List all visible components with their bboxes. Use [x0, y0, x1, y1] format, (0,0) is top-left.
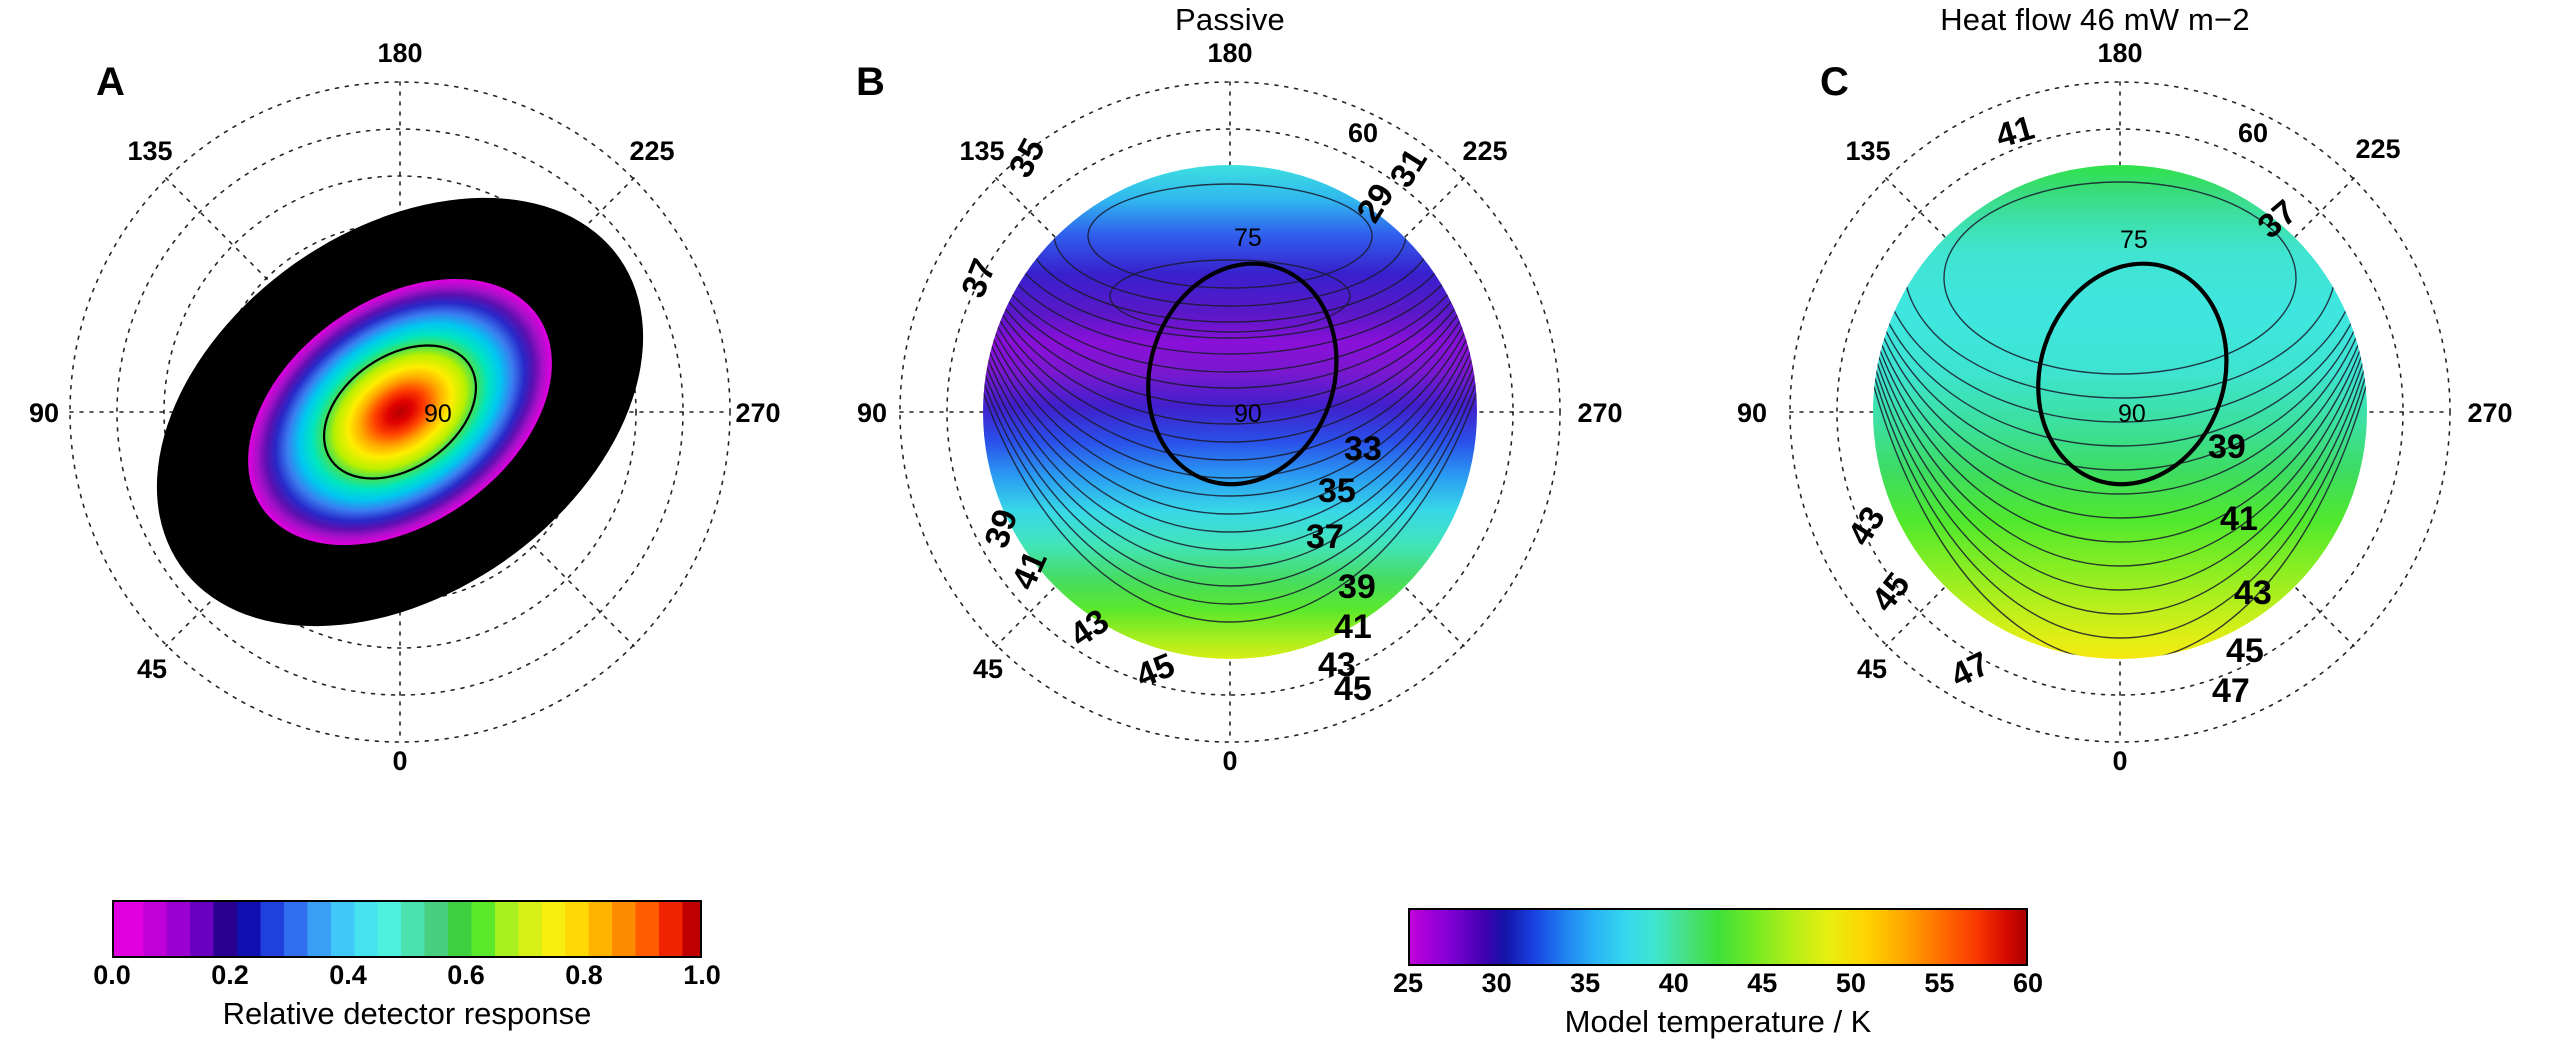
panel-a-colorbar-label: Relative detector response	[222, 996, 592, 1031]
panel-b-azimuth-label-60: 60	[1348, 118, 1378, 148]
fov-ellipse-c	[2036, 261, 2229, 487]
panel-a: A	[0, 0, 800, 1056]
panel-c-azimuth-label-60: 60	[2238, 118, 2268, 148]
contour-label-b-0: 35	[1002, 133, 1053, 184]
contour-label-b-5: 35	[1318, 472, 1356, 510]
cbar-t-tick-6: 55	[1924, 968, 1955, 998]
contour-label-c-9: 47	[1945, 644, 1996, 695]
panel-c-azimuth-label-180: 180	[2097, 40, 2142, 68]
cbar-t-tick-5: 50	[1835, 968, 1866, 998]
panel-b-azimuth-label-45: 45	[973, 654, 1003, 684]
cbar-t-tick-0: 25	[1392, 968, 1424, 998]
panel-a-azimuth-label-225: 225	[629, 136, 674, 166]
panel-a-colorbar-gradient	[112, 900, 702, 958]
panel-a-azimuth-label-0: 0	[392, 746, 407, 776]
temperature-colorbar-label: Model temperature / K	[1564, 1004, 1872, 1039]
panel-a-azimuth-label-90: 90	[29, 398, 59, 428]
contour-label-b-3: 31	[1383, 142, 1435, 194]
panel-b-azimuth-label-135: 135	[959, 136, 1004, 166]
contour-label-b-9: 43	[1318, 646, 1356, 684]
contour-label-c-4: 43	[2234, 574, 2272, 612]
cbar-t-tick-3: 40	[1658, 968, 1689, 998]
contour-label-b-1: 37	[954, 254, 1003, 303]
cbar-t-tick-1: 30	[1481, 968, 1512, 998]
panel-b-azimuth-label-270: 270	[1577, 398, 1622, 428]
panel-c-polar-plot: 75 90 180 135 60 225 90 270 45 0 41 37 3…	[1737, 40, 2513, 776]
contour-label-c-3: 41	[2220, 500, 2258, 538]
cbar-a-tick-5: 1.0	[683, 960, 721, 990]
panel-b-azimuth-label-0: 0	[1222, 746, 1237, 776]
panel-c-azimuth-label-135: 135	[1845, 136, 1890, 166]
panel-b-polar-plot: 75 90 180 135 60 225 90 270 45 0 35 37 2…	[857, 40, 1623, 776]
contour-label-c-6: 47	[2212, 672, 2250, 710]
detector-response-beam-a	[248, 278, 552, 546]
cbar-a-tick-4: 0.8	[565, 960, 603, 990]
contour-label-c-7: 43	[1841, 500, 1893, 552]
panel-c-radial-label-90: 90	[2118, 400, 2146, 428]
panel-b-azimuth-label-180: 180	[1207, 40, 1252, 68]
panel-b: Passive B	[810, 0, 1650, 1056]
panel-b-azimuth-label-90: 90	[857, 398, 887, 428]
panel-a-azimuth-label-270: 270	[735, 398, 780, 428]
cbar-t-tick-4: 45	[1747, 968, 1778, 998]
temperature-field-b	[983, 165, 1477, 659]
cbar-t-tick-7: 60	[2012, 968, 2044, 998]
contour-label-c-5: 45	[2226, 632, 2264, 670]
panel-b-radial-label-90: 90	[1234, 400, 1262, 428]
panel-b-letter: B	[856, 60, 885, 104]
panel-c-azimuth-label-45: 45	[1857, 654, 1887, 684]
cbar-a-tick-2: 0.4	[329, 960, 367, 990]
panel-b-azimuth-label-225: 225	[1462, 136, 1507, 166]
contour-label-b-8: 41	[1334, 608, 1372, 646]
temperature-field-c	[1873, 165, 2367, 659]
fov-ellipse-b	[1146, 261, 1339, 487]
contour-label-c-2: 39	[2208, 428, 2246, 466]
panel-a-colorbar-ticks: 0.0 0.2 0.4 0.6 0.8 1.0	[93, 960, 721, 994]
cbar-a-tick-0: 0.0	[93, 960, 131, 990]
temperature-colorbar: 25 30 35 40 45 50 55 60 Model temperatur…	[1393, 908, 2043, 1040]
contour-label-b-10: 45	[1334, 670, 1372, 708]
cbar-a-tick-1: 0.2	[211, 960, 249, 990]
contour-label-b-7: 39	[1338, 568, 1376, 606]
temperature-colorbar-gradient	[1408, 908, 2028, 966]
panel-b-radial-label-75: 75	[1234, 224, 1262, 252]
cbar-a-tick-3: 0.6	[447, 960, 485, 990]
temperature-colorbar-ticks: 25 30 35 40 45 50 55 60	[1393, 968, 2043, 1002]
panel-a-letter: A	[96, 60, 125, 104]
panel-a-azimuth-label-180: 180	[377, 40, 422, 68]
panel-c-azimuth-label-90: 90	[1737, 398, 1767, 428]
panel-c-azimuth-label-225: 225	[2355, 134, 2400, 164]
panel-c-radial-label-75: 75	[2120, 226, 2148, 254]
contour-label-b-6: 37	[1306, 518, 1344, 556]
panel-a-azimuth-label-135: 135	[127, 136, 172, 166]
panel-c-letter: C	[1820, 60, 1849, 104]
panel-a-radial-label-90: 90	[424, 400, 452, 428]
contour-label-c-0: 41	[1992, 109, 2039, 156]
contour-label-c-8: 45	[1864, 566, 1917, 619]
temperature-contours-b	[983, 165, 1477, 623]
panel-b-title: Passive	[1175, 2, 1285, 37]
cbar-t-tick-2: 35	[1570, 968, 1601, 998]
panel-a-polar-plot: 75 90 180 135 225 90 270 45 0	[29, 40, 781, 776]
panel-c-title: Heat flow 46 mW m−2	[1940, 2, 2250, 37]
panel-a-azimuth-label-45: 45	[137, 654, 167, 684]
panel-c: Heat flow 46 mW m−2 C	[1700, 0, 2560, 1056]
contour-label-b-4: 33	[1344, 430, 1382, 468]
panel-c-azimuth-label-0: 0	[2112, 746, 2127, 776]
contour-label-b-14: 45	[1131, 646, 1180, 695]
panel-a-colorbar: 0.0 0.2 0.4 0.6 0.8 1.0 Relative detecto…	[93, 900, 721, 1032]
panel-a-radial-label-75: 75	[452, 216, 480, 244]
panel-c-azimuth-label-270: 270	[2467, 398, 2512, 428]
